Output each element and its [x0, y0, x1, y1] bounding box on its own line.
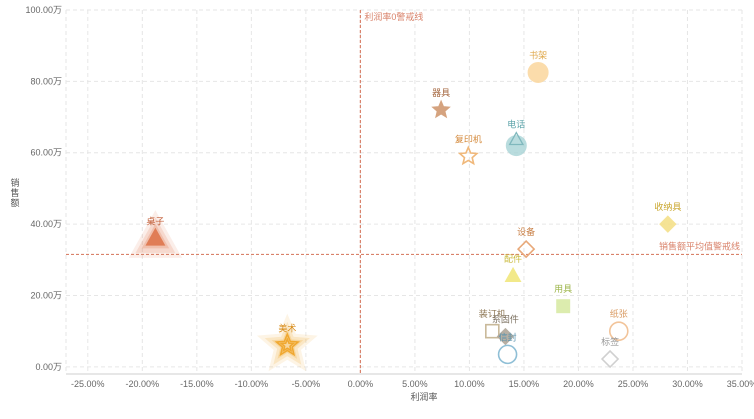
point-7-marker	[504, 266, 522, 282]
sales-avg-ref-label: 销售额平均值警戒线	[659, 240, 740, 251]
point-13-label: 标签	[601, 336, 619, 347]
x-tick-label: 0.00%	[348, 379, 374, 389]
point-12-marker	[608, 321, 629, 341]
point-14-label: 美术	[278, 322, 296, 333]
x-axis-title: 利润率	[410, 391, 437, 402]
point-3-label: 复印机	[455, 133, 482, 144]
point-14-marker	[274, 332, 300, 357]
x-tick-label: 10.00%	[454, 379, 485, 389]
x-tick-label: -20.00%	[126, 379, 160, 389]
point-14-halo-inner	[271, 328, 304, 359]
y-tick-label: 60.00万	[30, 148, 62, 158]
y-tick-label: 20.00万	[30, 290, 62, 300]
point-0-label: 书架	[529, 50, 547, 60]
x-tick-label: 30.00%	[672, 379, 703, 389]
point-11-marker	[497, 344, 518, 365]
point-14-halo-mid	[264, 321, 310, 365]
x-tick-label: 35.00%	[727, 379, 754, 389]
point-7-label: 配件	[504, 253, 522, 264]
x-tick-label: -10.00%	[235, 379, 269, 389]
point-8-marker	[556, 299, 571, 314]
x-tick-label: 25.00%	[618, 379, 649, 389]
x-tick-label: -5.00%	[292, 379, 321, 389]
point-9-label: 装订机	[479, 308, 506, 319]
point-6-label: 设备	[517, 226, 535, 237]
point-4-marker	[659, 215, 677, 233]
point-2-marker-circle	[505, 135, 527, 157]
point-13-marker	[600, 349, 620, 369]
x-tick-label: 15.00%	[509, 379, 540, 389]
point-1-marker	[431, 99, 451, 119]
point-10-label: 系固件	[492, 314, 519, 325]
x-tick-label: 20.00%	[563, 379, 594, 389]
point-0-marker	[527, 61, 549, 83]
point-9-marker	[485, 323, 500, 339]
x-tick-label: -25.00%	[71, 379, 105, 389]
point-4-label: 收纳具	[654, 201, 681, 212]
y-tick-label: 80.00万	[30, 76, 62, 86]
point-14-marker-inner	[279, 337, 296, 353]
y-tick-label: 100.00万	[25, 5, 62, 15]
point-14-halo-outer	[256, 313, 318, 372]
point-6-marker	[516, 239, 536, 259]
point-1-label: 器具	[432, 88, 450, 98]
y-tick-label: 0.00万	[35, 362, 62, 372]
point-2-label: 电话	[507, 119, 525, 130]
y-axis-title: 销售额	[10, 177, 19, 208]
point-8-label: 用具	[554, 284, 572, 294]
point-11-label: 信封	[499, 331, 517, 342]
point-3-marker	[457, 145, 479, 166]
point-10-marker	[496, 327, 515, 346]
point-12-label: 纸张	[610, 308, 628, 319]
point-5-marker	[145, 227, 166, 246]
y-tick-label: 40.00万	[30, 219, 62, 229]
x-tick-label: -15.00%	[180, 379, 214, 389]
x-tick-label: 5.00%	[402, 379, 428, 389]
profit-zero-ref-label: 利润率0警戒线	[364, 11, 423, 22]
point-2-marker-triangle	[508, 131, 525, 146]
point-5-label: 桌子	[146, 215, 164, 226]
